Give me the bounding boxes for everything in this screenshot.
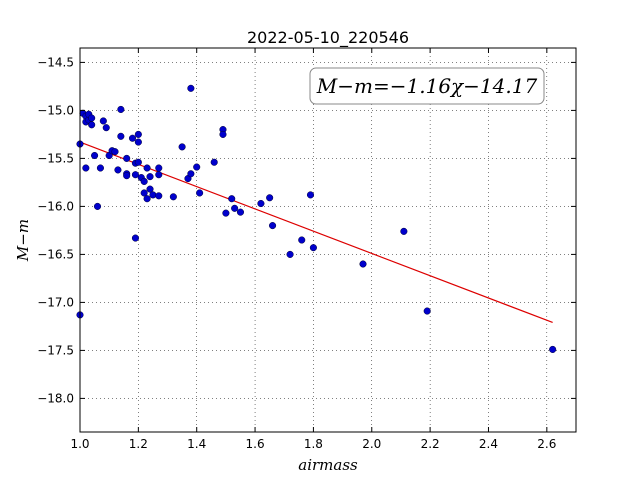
y-tick-label: −18.0: [37, 391, 74, 405]
data-point: [134, 130, 142, 138]
data-point: [88, 121, 96, 129]
data-point: [298, 236, 306, 244]
data-point: [193, 163, 201, 171]
data-point: [117, 105, 125, 113]
data-points: [76, 84, 557, 353]
y-tick-label: −15.5: [37, 151, 74, 165]
data-point: [123, 172, 131, 180]
data-point: [140, 177, 148, 185]
y-tick-label: −17.5: [37, 343, 74, 357]
data-point: [187, 170, 195, 178]
y-tick-label: −14.5: [37, 55, 74, 69]
data-point: [155, 164, 163, 172]
grid-lines: [79, 48, 576, 432]
y-tick-label: −15.0: [37, 103, 74, 117]
data-point: [143, 195, 151, 203]
data-point: [131, 171, 139, 179]
x-tick-label: 2.6: [537, 437, 556, 451]
x-tick-label: 1.0: [70, 437, 89, 451]
data-point: [131, 234, 139, 242]
y-tick-label: −16.5: [37, 247, 74, 261]
annotation-text: M−m=−1.16χ−14.17: [316, 74, 538, 98]
data-point: [146, 185, 154, 193]
data-point: [306, 191, 315, 199]
equation-annotation: M−m=−1.16χ−14.17: [309, 67, 545, 105]
data-point: [146, 173, 154, 181]
data-point: [169, 193, 177, 201]
data-point: [286, 250, 294, 258]
x-tick-label: 2.2: [421, 437, 440, 451]
data-point: [128, 134, 137, 142]
data-point: [400, 227, 408, 235]
data-point: [155, 171, 163, 179]
x-tick-label: 1.4: [187, 437, 206, 451]
data-point: [196, 189, 204, 197]
data-point: [266, 194, 274, 202]
data-point: [359, 260, 367, 268]
x-tick-label: 1.6: [246, 437, 265, 451]
x-axis-ticks: 1.0 1.2 1.4 1.6 1.8 2.0 2.2 2.4 2.6: [70, 48, 556, 451]
data-point: [178, 143, 186, 151]
data-point: [99, 117, 107, 125]
data-point: [111, 148, 119, 156]
data-point: [134, 138, 142, 146]
data-point: [210, 158, 218, 166]
data-point: [423, 307, 431, 315]
data-point: [143, 164, 151, 172]
x-tick-label: 1.2: [129, 437, 148, 451]
data-point: [114, 166, 122, 174]
data-point: [309, 244, 317, 252]
x-tick-label: 2.4: [479, 437, 498, 451]
x-axis-label: airmass: [298, 456, 358, 474]
data-point: [231, 204, 239, 212]
y-tick-label: −16.0: [37, 199, 74, 213]
data-point: [140, 189, 148, 197]
data-point: [549, 345, 557, 353]
data-point: [123, 154, 131, 162]
chart-title: 2022-05-10_220546: [247, 28, 409, 48]
data-point: [93, 202, 102, 210]
plot-area: [80, 48, 576, 432]
data-point: [96, 164, 104, 172]
data-point: [102, 124, 110, 132]
data-point: [228, 195, 236, 203]
data-point: [269, 222, 277, 230]
data-point: [82, 164, 90, 172]
data-point: [222, 209, 230, 217]
y-axis-label: M−m: [14, 219, 32, 262]
plot-frame: [79, 47, 577, 433]
y-axis-ticks: −14.5 −15.0 −15.5 −16.0 −16.5 −17.0 −17.5 −18.0: [37, 55, 576, 405]
x-tick-label: 2.0: [362, 437, 381, 451]
data-point: [236, 208, 245, 216]
data-point: [155, 192, 163, 200]
data-point: [257, 199, 265, 208]
data-point: [91, 151, 99, 160]
x-tick-label: 1.8: [304, 437, 323, 451]
data-point: [117, 132, 125, 140]
data-point: [88, 114, 96, 122]
annotation-box: [309, 67, 545, 105]
data-point: [134, 158, 142, 166]
data-point: [149, 191, 157, 199]
data-point: [187, 84, 195, 92]
y-tick-label: −17.0: [37, 295, 74, 309]
data-point: [219, 130, 227, 138]
